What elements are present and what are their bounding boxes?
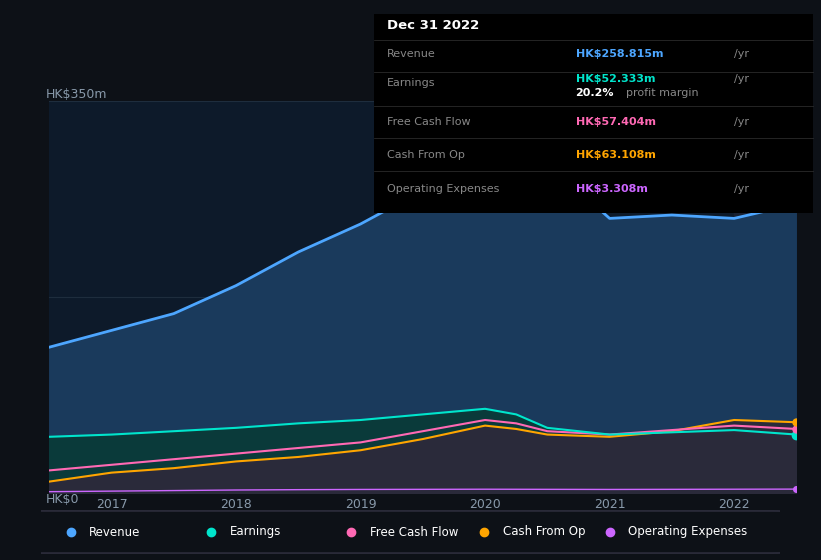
Text: Cash From Op: Cash From Op: [502, 525, 585, 539]
Text: HK$57.404m: HK$57.404m: [576, 118, 656, 127]
Text: Earnings: Earnings: [387, 78, 435, 87]
Text: Dec 31 2022: Dec 31 2022: [387, 20, 479, 32]
Text: Operating Expenses: Operating Expenses: [629, 525, 748, 539]
Text: HK$63.108m: HK$63.108m: [576, 150, 655, 160]
Text: /yr: /yr: [734, 150, 749, 160]
Text: /yr: /yr: [734, 49, 749, 59]
Text: Free Cash Flow: Free Cash Flow: [370, 525, 458, 539]
Text: Earnings: Earnings: [230, 525, 281, 539]
Text: Cash From Op: Cash From Op: [387, 150, 465, 160]
Text: HK$258.815m: HK$258.815m: [576, 49, 663, 59]
Text: /yr: /yr: [734, 73, 749, 83]
Text: /yr: /yr: [734, 184, 749, 194]
Text: HK$3.308m: HK$3.308m: [576, 184, 648, 194]
Text: HK$350m: HK$350m: [45, 88, 107, 101]
Text: Revenue: Revenue: [89, 525, 140, 539]
Text: Free Cash Flow: Free Cash Flow: [387, 118, 470, 127]
Text: 20.2%: 20.2%: [576, 87, 614, 97]
Text: Operating Expenses: Operating Expenses: [387, 184, 499, 194]
Text: HK$0: HK$0: [45, 493, 79, 506]
Text: profit margin: profit margin: [626, 87, 699, 97]
Text: HK$52.333m: HK$52.333m: [576, 73, 655, 83]
Text: /yr: /yr: [734, 118, 749, 127]
Text: Revenue: Revenue: [387, 49, 435, 59]
Bar: [734, 101, 796, 493]
